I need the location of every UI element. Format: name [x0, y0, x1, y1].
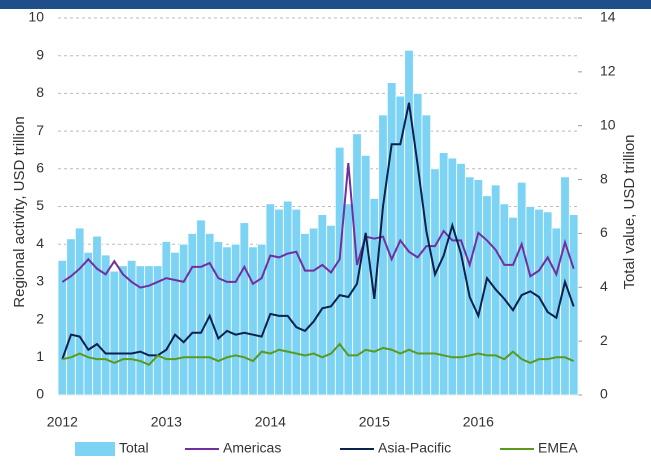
bar — [334, 146, 345, 396]
legend: Total Americas Asia-Pacific EMEA — [75, 440, 578, 456]
bar — [378, 114, 388, 396]
bar — [343, 203, 354, 396]
y-tick-label: 4 — [36, 235, 44, 251]
line — [61, 102, 575, 360]
y-tick-label: 1 — [36, 348, 44, 364]
bar — [222, 246, 232, 396]
bar — [66, 238, 76, 396]
y-tick-label: 0 — [36, 386, 44, 402]
y2-tick-label: 4 — [600, 278, 608, 294]
bar — [542, 211, 553, 396]
bar — [248, 246, 258, 396]
header-band — [0, 0, 651, 9]
y-tick-label: 10 — [28, 9, 44, 25]
y2-tick-label: 8 — [600, 170, 608, 186]
bar — [274, 208, 284, 396]
bar — [291, 208, 302, 396]
bar — [230, 243, 241, 396]
bar — [282, 200, 293, 396]
x-tick-label: 2013 — [151, 414, 182, 430]
y-tick-label: 8 — [36, 84, 44, 100]
y-tick-label: 2 — [36, 310, 44, 326]
legend-label: EMEA — [538, 440, 578, 456]
y2-tick-label: 6 — [600, 224, 608, 240]
y2-tick-label: 0 — [600, 386, 608, 402]
bar — [456, 163, 466, 396]
x-tick-label: 2015 — [359, 414, 390, 430]
y-tick-label: 9 — [36, 46, 44, 62]
bar — [326, 224, 336, 396]
y-tick-label: 5 — [36, 197, 44, 213]
x-tick-label: 2014 — [255, 414, 286, 430]
legend-label: Americas — [223, 440, 281, 456]
bar — [404, 49, 414, 396]
y2-tick-label: 10 — [600, 116, 616, 132]
bar — [308, 227, 319, 396]
bar — [360, 154, 371, 396]
bar — [300, 233, 310, 396]
bar — [265, 203, 276, 396]
bar — [317, 214, 328, 396]
bar — [551, 227, 562, 396]
bar — [213, 241, 224, 396]
bar — [74, 227, 85, 396]
bar — [187, 233, 198, 396]
bar — [92, 235, 102, 396]
bar — [438, 152, 449, 396]
x-tick-label: 2012 — [47, 414, 78, 430]
bar — [118, 265, 128, 396]
bar — [525, 206, 536, 396]
y2-tick-label: 14 — [600, 9, 616, 25]
legend-swatch — [75, 442, 115, 456]
y-tick-label: 3 — [36, 273, 44, 289]
bar — [196, 219, 206, 396]
y2-axis-title: Total value, USD trillion — [621, 134, 638, 289]
bar — [100, 254, 111, 396]
y-tick-label: 6 — [36, 160, 44, 176]
bars — [57, 49, 579, 396]
y-axis-title: Regional activity, USD trillion — [11, 116, 28, 307]
bar — [152, 265, 163, 396]
legend-label: Asia-Pacific — [378, 440, 451, 456]
bar — [447, 157, 458, 396]
y-tick-label: 7 — [36, 122, 44, 138]
bar — [178, 243, 189, 396]
bar — [239, 222, 250, 396]
lines — [61, 102, 575, 367]
legend-label: Total — [119, 440, 149, 456]
bar — [161, 241, 172, 396]
y2-tick-label: 12 — [600, 63, 616, 79]
bar — [109, 270, 120, 396]
bar — [256, 243, 267, 396]
line — [62, 342, 575, 367]
line — [61, 163, 575, 289]
bar — [430, 168, 440, 396]
x-tick-label: 2016 — [463, 414, 494, 430]
y2-tick-label: 2 — [600, 332, 608, 348]
bar — [516, 181, 527, 396]
bar — [83, 251, 94, 396]
bar — [473, 179, 484, 396]
bar — [170, 251, 180, 396]
